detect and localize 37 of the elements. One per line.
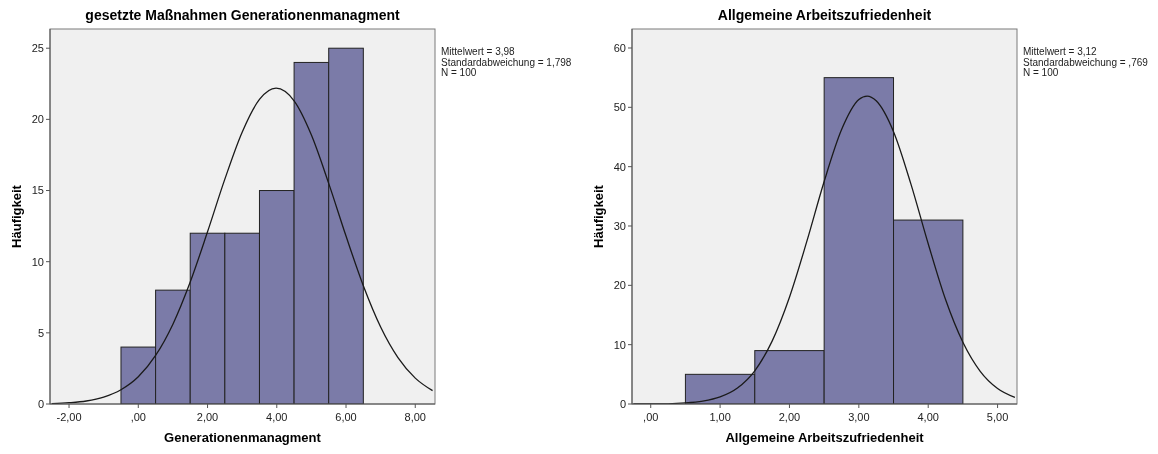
chart-title: Allgemeine Arbeitszufriedenheit bbox=[717, 7, 932, 23]
y-tick-label: 0 bbox=[619, 397, 626, 410]
text: Standardabweichung = ,769 bbox=[1023, 56, 1149, 68]
x-tick-label: ,00 bbox=[643, 411, 659, 423]
y-tick-label: 40 bbox=[613, 160, 626, 173]
y-tick-label: 30 bbox=[613, 219, 626, 232]
x-tick-label: 4,00 bbox=[917, 411, 939, 423]
text: Standardabweichung = 1,798 bbox=[441, 56, 572, 68]
y-tick-label: 15 bbox=[31, 184, 44, 197]
y-tick-label: 10 bbox=[613, 338, 626, 351]
x-tick-label: -2,00 bbox=[56, 411, 82, 423]
x-tick-label: 1,00 bbox=[709, 411, 731, 423]
y-tick-label: 20 bbox=[31, 113, 44, 126]
x-axis-title: Generationenmanagment bbox=[164, 430, 322, 445]
y-tick-label: 50 bbox=[613, 101, 626, 114]
text: N = 100 bbox=[1023, 67, 1059, 78]
x-tick-label: 5,00 bbox=[986, 411, 1009, 423]
chart-title: gesetzte Maßnahmen Generationenmanagment bbox=[85, 7, 400, 23]
text: N = 100 bbox=[441, 67, 477, 78]
y-axis-title: Häufigkeit bbox=[9, 184, 24, 248]
y-tick-label: 20 bbox=[613, 279, 626, 292]
y-tick-label: 25 bbox=[31, 42, 44, 55]
x-axis-title: Allgemeine Arbeitszufriedenheit bbox=[725, 430, 925, 445]
y-tick-label: 10 bbox=[31, 255, 44, 268]
y-tick-label: 60 bbox=[613, 41, 626, 54]
y-axis-title: Häufigkeit bbox=[591, 184, 606, 248]
x-tick-label: 3,00 bbox=[848, 411, 870, 423]
y-tick-label: 5 bbox=[37, 326, 44, 339]
x-tick-label: 8,00 bbox=[404, 411, 426, 423]
text: Mittelwert = 3,98 bbox=[441, 46, 516, 57]
x-tick-label: 2,00 bbox=[778, 411, 801, 423]
x-tick-label: 4,00 bbox=[266, 411, 288, 423]
text: Mittelwert = 3,12 bbox=[1023, 46, 1098, 57]
x-tick-label: 2,00 bbox=[196, 411, 219, 423]
y-tick-label: 0 bbox=[37, 397, 44, 410]
x-tick-label: 6,00 bbox=[335, 411, 357, 423]
x-tick-label: ,00 bbox=[130, 411, 146, 423]
